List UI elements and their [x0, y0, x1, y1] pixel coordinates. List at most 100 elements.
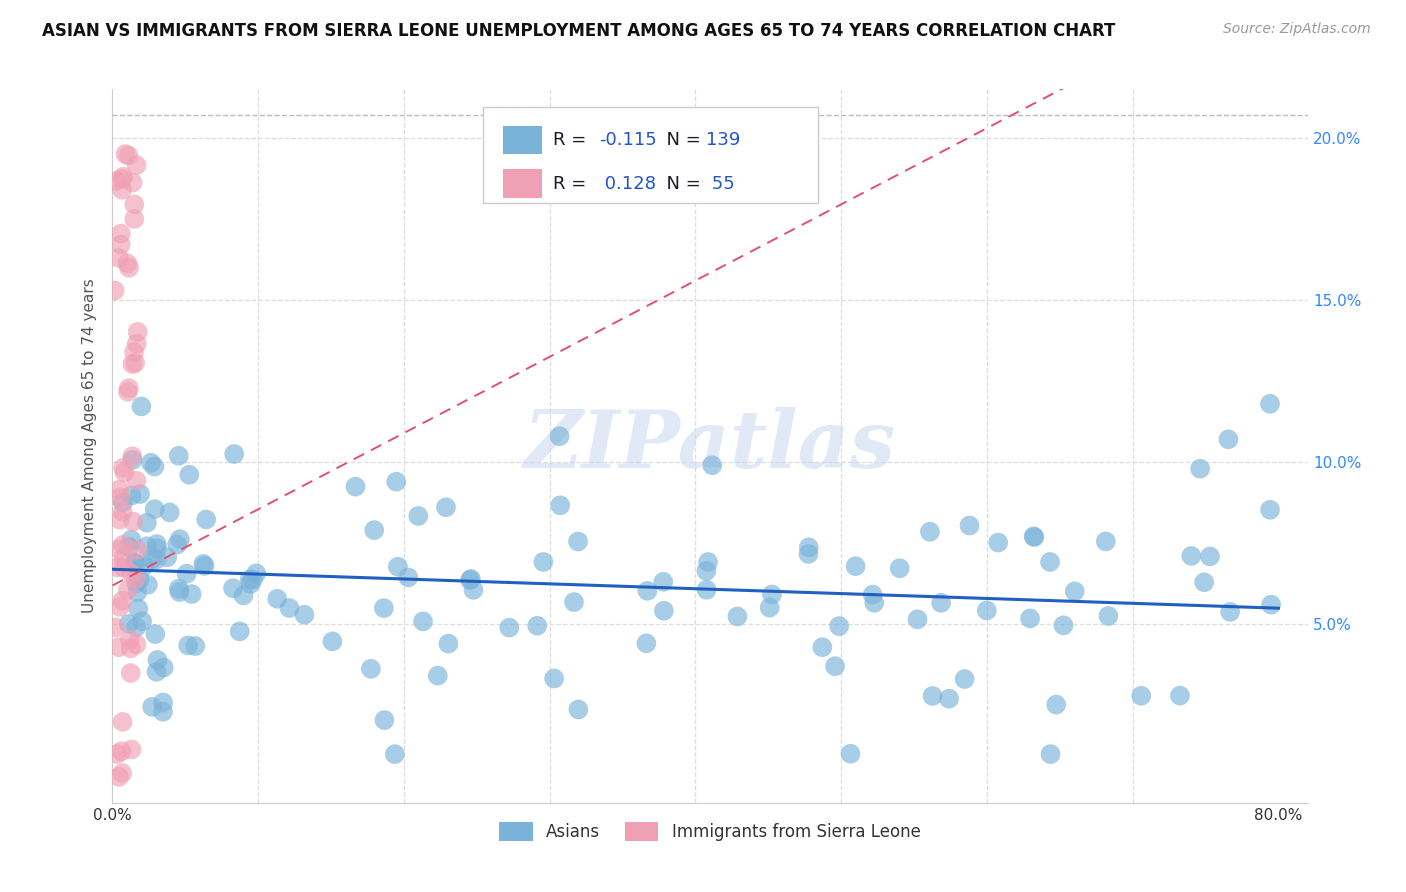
Point [1019, 611, 1042, 625]
Point [104, 620, 127, 634]
Point [111, 172, 134, 186]
Point [907, 612, 929, 626]
Point [408, 508, 430, 523]
Point [114, 147, 136, 161]
Point [118, 616, 141, 631]
Point [108, 251, 131, 265]
Text: N =: N = [655, 131, 707, 149]
Point [463, 582, 485, 597]
Point [567, 702, 589, 716]
Point [384, 747, 406, 761]
Point [117, 582, 139, 597]
Point [636, 636, 658, 650]
Point [245, 566, 267, 581]
Point [111, 594, 134, 608]
Point [636, 583, 658, 598]
Point [129, 487, 152, 501]
Point [167, 582, 190, 596]
Point [697, 555, 720, 569]
Point [107, 560, 129, 574]
Point [127, 325, 149, 339]
Point [434, 500, 457, 515]
Point [1094, 534, 1116, 549]
Point [125, 637, 148, 651]
Point [1168, 689, 1191, 703]
Point [344, 480, 367, 494]
Point [131, 614, 153, 628]
Point [122, 515, 145, 529]
Y-axis label: Unemployment Among Ages 65 to 74 years: Unemployment Among Ages 65 to 74 years [82, 278, 97, 614]
Point [136, 578, 159, 592]
Point [145, 665, 167, 679]
Point [146, 541, 169, 556]
Point [145, 537, 167, 551]
Point [921, 689, 943, 703]
Point [105, 747, 128, 761]
Point [652, 604, 675, 618]
Point [696, 582, 718, 597]
Point [797, 541, 820, 555]
Point [143, 627, 166, 641]
Legend: Asians, Immigrants from Sierra Leone: Asians, Immigrants from Sierra Leone [492, 815, 928, 848]
Point [1052, 618, 1074, 632]
Point [159, 505, 181, 519]
Point [959, 518, 981, 533]
Point [824, 659, 846, 673]
Point [1219, 605, 1241, 619]
Point [412, 615, 434, 629]
Point [143, 502, 166, 516]
Point [224, 447, 246, 461]
Point [125, 572, 148, 586]
Text: ASIAN VS IMMIGRANTS FROM SIERRA LEONE UNEMPLOYMENT AMONG AGES 65 TO 74 YEARS COR: ASIAN VS IMMIGRANTS FROM SIERRA LEONE UN… [42, 22, 1115, 40]
Point [1045, 698, 1067, 712]
Point [117, 256, 139, 270]
Text: R =: R = [554, 175, 592, 193]
Point [111, 766, 134, 780]
Point [1258, 503, 1281, 517]
Point [112, 560, 135, 574]
Point [548, 429, 571, 443]
Point [124, 356, 146, 370]
Point [761, 587, 783, 601]
Point [139, 456, 162, 470]
Point [938, 691, 960, 706]
Point [360, 662, 382, 676]
Point [239, 577, 262, 591]
Point [195, 512, 218, 526]
Point [702, 458, 724, 473]
Point [111, 714, 134, 729]
Point [176, 566, 198, 581]
Text: Source: ZipAtlas.com: Source: ZipAtlas.com [1223, 22, 1371, 37]
Text: R =: R = [554, 131, 592, 149]
Point [758, 600, 780, 615]
Point [120, 489, 142, 503]
Point [111, 505, 134, 519]
Point [363, 523, 385, 537]
Point [426, 668, 449, 682]
Point [117, 148, 139, 162]
Point [134, 558, 156, 573]
Point [278, 601, 301, 615]
Point [242, 573, 264, 587]
Point [1024, 530, 1046, 544]
Point [135, 539, 157, 553]
Point [862, 588, 884, 602]
Point [145, 552, 167, 566]
Point [1022, 529, 1045, 543]
Point [104, 284, 127, 298]
Point [143, 459, 166, 474]
Point [121, 453, 143, 467]
Point [1063, 584, 1085, 599]
Point [1039, 747, 1062, 761]
Point [179, 467, 201, 482]
Point [839, 747, 862, 761]
Point [110, 744, 132, 758]
Point [460, 572, 482, 586]
Point [232, 588, 254, 602]
Point [121, 450, 143, 464]
Point [953, 672, 976, 686]
Point [152, 660, 174, 674]
Point [118, 540, 141, 554]
Point [169, 585, 191, 599]
Point [1189, 461, 1212, 475]
